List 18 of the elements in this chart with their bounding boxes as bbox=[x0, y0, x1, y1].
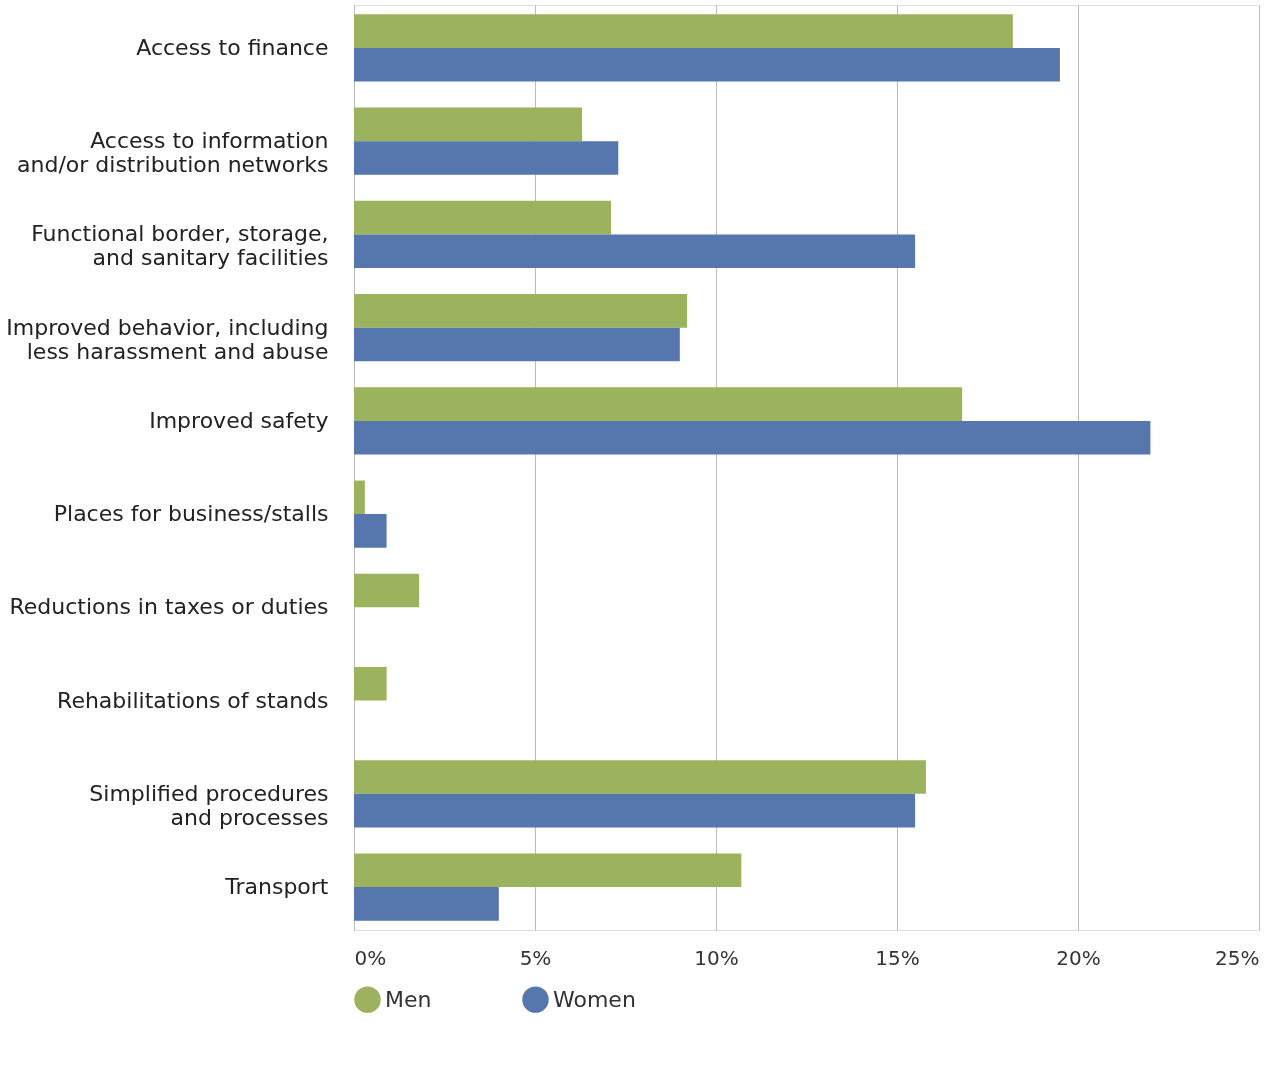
y-tick-label: Improved safety bbox=[149, 407, 329, 433]
legend-label: Men bbox=[385, 986, 432, 1012]
x-tick-label: 5% bbox=[519, 945, 552, 970]
y-tick-label: Simplified procedures and processes bbox=[89, 780, 329, 830]
y-tick-label: Access to information and/or distribution networks bbox=[17, 128, 329, 178]
legend-label: Women bbox=[553, 986, 636, 1012]
x-tick-label: 10% bbox=[694, 945, 739, 970]
x-tick-label: 0% bbox=[354, 945, 387, 970]
y-tick-label: Functional border, storage, and sanitary facilities bbox=[31, 221, 329, 271]
y-tick-label: Rehabilitations of stands bbox=[57, 687, 329, 713]
y-tick-label: Reductions in taxes or duties bbox=[9, 594, 329, 620]
y-tick-label: Improved behavior, including less harassment and abuse bbox=[6, 314, 329, 364]
y-tick-label: Transport bbox=[224, 874, 329, 900]
x-tick-label: 25% bbox=[1215, 945, 1260, 970]
x-tick-label: 15% bbox=[875, 945, 920, 970]
x-tick-label: 20% bbox=[1056, 945, 1101, 970]
y-tick-label: Access to finance bbox=[136, 34, 329, 60]
y-tick-label: Places for business/stalls bbox=[53, 501, 329, 527]
